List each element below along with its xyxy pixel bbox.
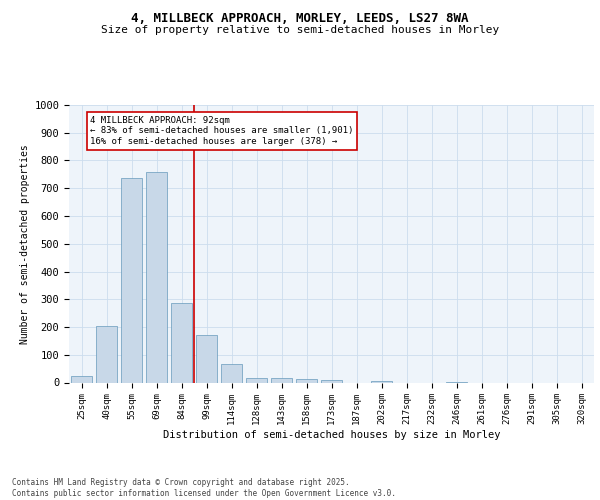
Bar (121, 178, 142, 382)
Text: Contains HM Land Registry data © Crown copyright and database right 2025.
Contai: Contains HM Land Registry data © Crown c… (12, 478, 396, 498)
Text: Size of property relative to semi-detached houses in Morley: Size of property relative to semi-detach… (101, 25, 499, 35)
Bar (371, 381, 392, 382)
Bar (221, 364, 242, 382)
Bar (171, 304, 192, 382)
Bar (196, 336, 217, 382)
Bar (321, 380, 342, 382)
Bar (146, 172, 167, 382)
Text: 4, MILLBECK APPROACH, MORLEY, LEEDS, LS27 8WA: 4, MILLBECK APPROACH, MORLEY, LEEDS, LS2… (131, 12, 469, 26)
Text: 4 MILLBECK APPROACH: 92sqm
← 83% of semi-detached houses are smaller (1,901)
16%: 4 MILLBECK APPROACH: 92sqm ← 83% of semi… (90, 116, 353, 146)
Bar (96, 326, 117, 382)
X-axis label: Distribution of semi-detached houses by size in Morley: Distribution of semi-detached houses by … (163, 430, 500, 440)
Bar (271, 378, 292, 382)
Y-axis label: Number of semi-detached properties: Number of semi-detached properties (20, 144, 30, 344)
Bar (246, 378, 267, 382)
Bar (71, 376, 92, 382)
Bar (296, 379, 317, 382)
